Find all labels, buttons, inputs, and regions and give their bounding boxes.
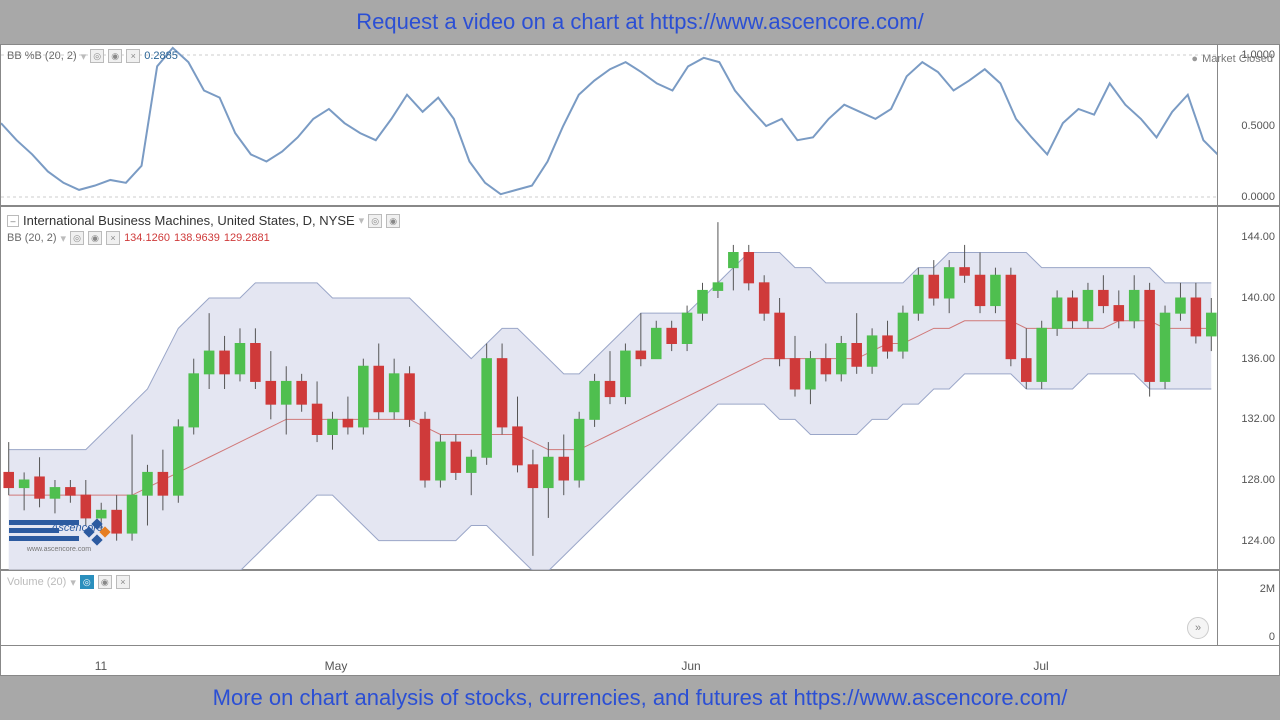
x-tick-label: 11 [95, 659, 107, 673]
expand-icon[interactable]: » [1187, 617, 1209, 639]
volume-header: Volume (20) ▾ ◎ ◉ × [7, 575, 130, 589]
logo-icon [85, 520, 109, 544]
y-tick-label: 140.00 [1241, 292, 1275, 304]
y-tick-label: 0 [1269, 631, 1275, 643]
eye-icon[interactable]: ◉ [98, 575, 112, 589]
watermark-logo: Ascencore www.ascencore.com [9, 520, 109, 553]
time-axis[interactable]: 11 May Jun Jul [0, 646, 1280, 676]
indicator-yaxis[interactable]: 0.00000.50001.0000 [1217, 45, 1279, 205]
dropdown-icon[interactable]: ▾ [359, 214, 365, 227]
price-panel[interactable]: – International Business Machines, Unite… [0, 206, 1280, 570]
eye-icon[interactable]: ◉ [88, 231, 102, 245]
price-chart[interactable] [1, 207, 1219, 571]
indicator-value: 0.2885 [144, 50, 178, 62]
bottom-banner-text: More on chart analysis of stocks, curren… [213, 685, 1068, 711]
close-icon[interactable]: × [116, 575, 130, 589]
indicator-chart[interactable] [1, 45, 1219, 207]
close-icon[interactable]: × [126, 49, 140, 63]
x-tick-label: Jun [681, 659, 700, 673]
settings-icon[interactable]: ◎ [368, 214, 382, 228]
y-tick-label: 2M [1260, 583, 1275, 595]
settings-icon[interactable]: ◎ [70, 231, 84, 245]
market-status: Market Closed [1191, 53, 1273, 65]
top-banner: Request a video on a chart at https://ww… [0, 0, 1280, 44]
settings-icon[interactable]: ◎ [80, 575, 94, 589]
y-tick-label: 132.00 [1241, 413, 1275, 425]
dropdown-icon[interactable]: ▾ [81, 50, 87, 63]
y-tick-label: 136.00 [1241, 353, 1275, 365]
y-tick-label: 124.00 [1241, 535, 1275, 547]
settings-icon[interactable]: ◎ [90, 49, 104, 63]
y-tick-label: 0.0000 [1241, 191, 1275, 203]
eye-icon[interactable]: ◉ [386, 214, 400, 228]
chart-area: BB %B (20, 2) ▾ ◎ ◉ × 0.2885 Market Clos… [0, 44, 1280, 676]
y-tick-label: 128.00 [1241, 474, 1275, 486]
volume-label: Volume (20) [7, 576, 66, 588]
instrument-title: International Business Machines, United … [23, 213, 355, 228]
indicator-header: BB %B (20, 2) ▾ ◎ ◉ × 0.2885 [7, 49, 178, 63]
price-yaxis[interactable]: 124.00 128.00 132.00 136.00 140.00 144.00 [1217, 207, 1279, 569]
x-tick-label: May [325, 659, 348, 673]
eye-icon[interactable]: ◉ [108, 49, 122, 63]
close-icon[interactable]: × [106, 231, 120, 245]
indicator-panel[interactable]: BB %B (20, 2) ▾ ◎ ◉ × 0.2885 Market Clos… [0, 44, 1280, 206]
y-tick-label: 144.00 [1241, 231, 1275, 243]
dropdown-icon[interactable]: ▾ [70, 576, 76, 589]
bb-val-0: 134.1260 [124, 232, 170, 244]
x-tick-label: Jul [1033, 659, 1048, 673]
price-header: – International Business Machines, Unite… [7, 213, 400, 228]
bb-val-2: 129.2881 [224, 232, 270, 244]
indicator-label: BB %B (20, 2) [7, 50, 77, 62]
top-banner-text: Request a video on a chart at https://ww… [356, 9, 923, 35]
bb-val-1: 138.9639 [174, 232, 220, 244]
volume-yaxis[interactable]: 0 2M [1217, 571, 1279, 645]
dropdown-icon[interactable]: ▾ [61, 232, 67, 245]
bb-label: BB (20, 2) [7, 232, 57, 244]
bb-header: BB (20, 2) ▾ ◎ ◉ × 134.1260 138.9639 129… [7, 231, 270, 245]
logo-url: www.ascencore.com [9, 546, 109, 553]
y-tick-label: 0.5000 [1241, 120, 1275, 132]
bottom-banner: More on chart analysis of stocks, curren… [0, 676, 1280, 720]
volume-panel[interactable]: Volume (20) ▾ ◎ ◉ × 0 2M » [0, 570, 1280, 646]
collapse-icon[interactable]: – [7, 215, 19, 227]
